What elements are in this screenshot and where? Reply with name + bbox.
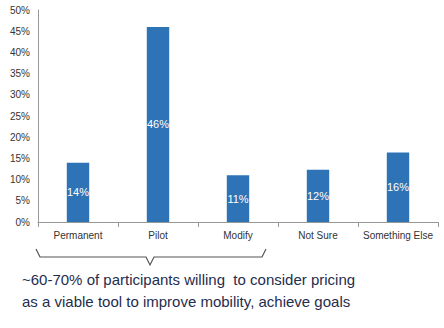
svg-text:35%: 35% — [10, 68, 30, 79]
svg-text:45%: 45% — [10, 26, 30, 37]
svg-text:16%: 16% — [387, 181, 409, 193]
svg-text:40%: 40% — [10, 47, 30, 58]
svg-text:25%: 25% — [10, 111, 30, 122]
svg-text:Pilot: Pilot — [148, 230, 168, 241]
svg-text:11%: 11% — [227, 193, 248, 205]
svg-text:50%: 50% — [10, 5, 30, 16]
svg-text:15%: 15% — [10, 153, 30, 164]
svg-text:10%: 10% — [10, 174, 30, 185]
svg-text:46%: 46% — [147, 118, 169, 130]
svg-text:Modify: Modify — [223, 230, 252, 241]
svg-text:5%: 5% — [16, 195, 31, 206]
svg-text:Permanent: Permanent — [54, 230, 103, 241]
svg-text:14%: 14% — [67, 186, 89, 198]
svg-text:30%: 30% — [10, 89, 30, 100]
svg-text:Not Sure: Not Sure — [298, 230, 338, 241]
svg-text:Something Else: Something Else — [363, 230, 433, 241]
svg-text:20%: 20% — [10, 132, 30, 143]
svg-text:12%: 12% — [307, 190, 329, 202]
svg-text:0%: 0% — [16, 217, 31, 228]
svg-text:as a viable tool to improve mo: as a viable tool to improve mobility, ac… — [22, 293, 350, 310]
svg-text:~60-70% of participants willin: ~60-70% of participants willing to consi… — [22, 271, 355, 288]
